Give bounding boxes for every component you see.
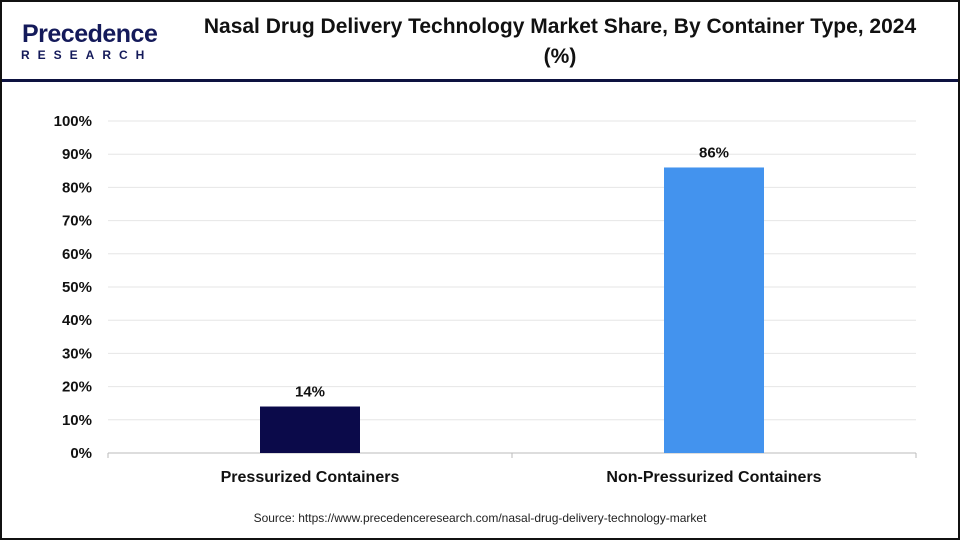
chart-title: Nasal Drug Delivery Technology Market Sh… xyxy=(203,15,917,68)
y-tick-label: 40% xyxy=(62,312,92,329)
y-tick-label: 90% xyxy=(62,146,92,163)
header-divider xyxy=(2,79,958,82)
y-tick-label: 30% xyxy=(62,345,92,362)
logo-brand: Precedence xyxy=(22,20,158,48)
y-tick-label: 70% xyxy=(62,213,92,230)
y-tick-label: 20% xyxy=(62,379,92,396)
x-category-label: Pressurized Containers xyxy=(221,469,400,486)
logo: Precedence RESEARCH xyxy=(18,20,158,64)
y-tick-label: 60% xyxy=(62,246,92,263)
y-tick-label: 80% xyxy=(62,179,92,196)
y-tick-label: 0% xyxy=(70,445,92,462)
bar-0 xyxy=(260,406,360,453)
data-label: 86% xyxy=(699,144,729,161)
y-tick-label: 50% xyxy=(62,279,92,296)
source-text: Source: https://www.precedenceresearch.c… xyxy=(253,511,707,525)
y-tick-label: 100% xyxy=(54,113,92,130)
bar-1 xyxy=(664,167,764,454)
x-category-label: Non-Pressurized Containers xyxy=(606,469,821,486)
logo-sub: RESEARCH xyxy=(21,48,153,62)
y-tick-label: 10% xyxy=(62,412,92,429)
data-label: 14% xyxy=(295,384,325,401)
